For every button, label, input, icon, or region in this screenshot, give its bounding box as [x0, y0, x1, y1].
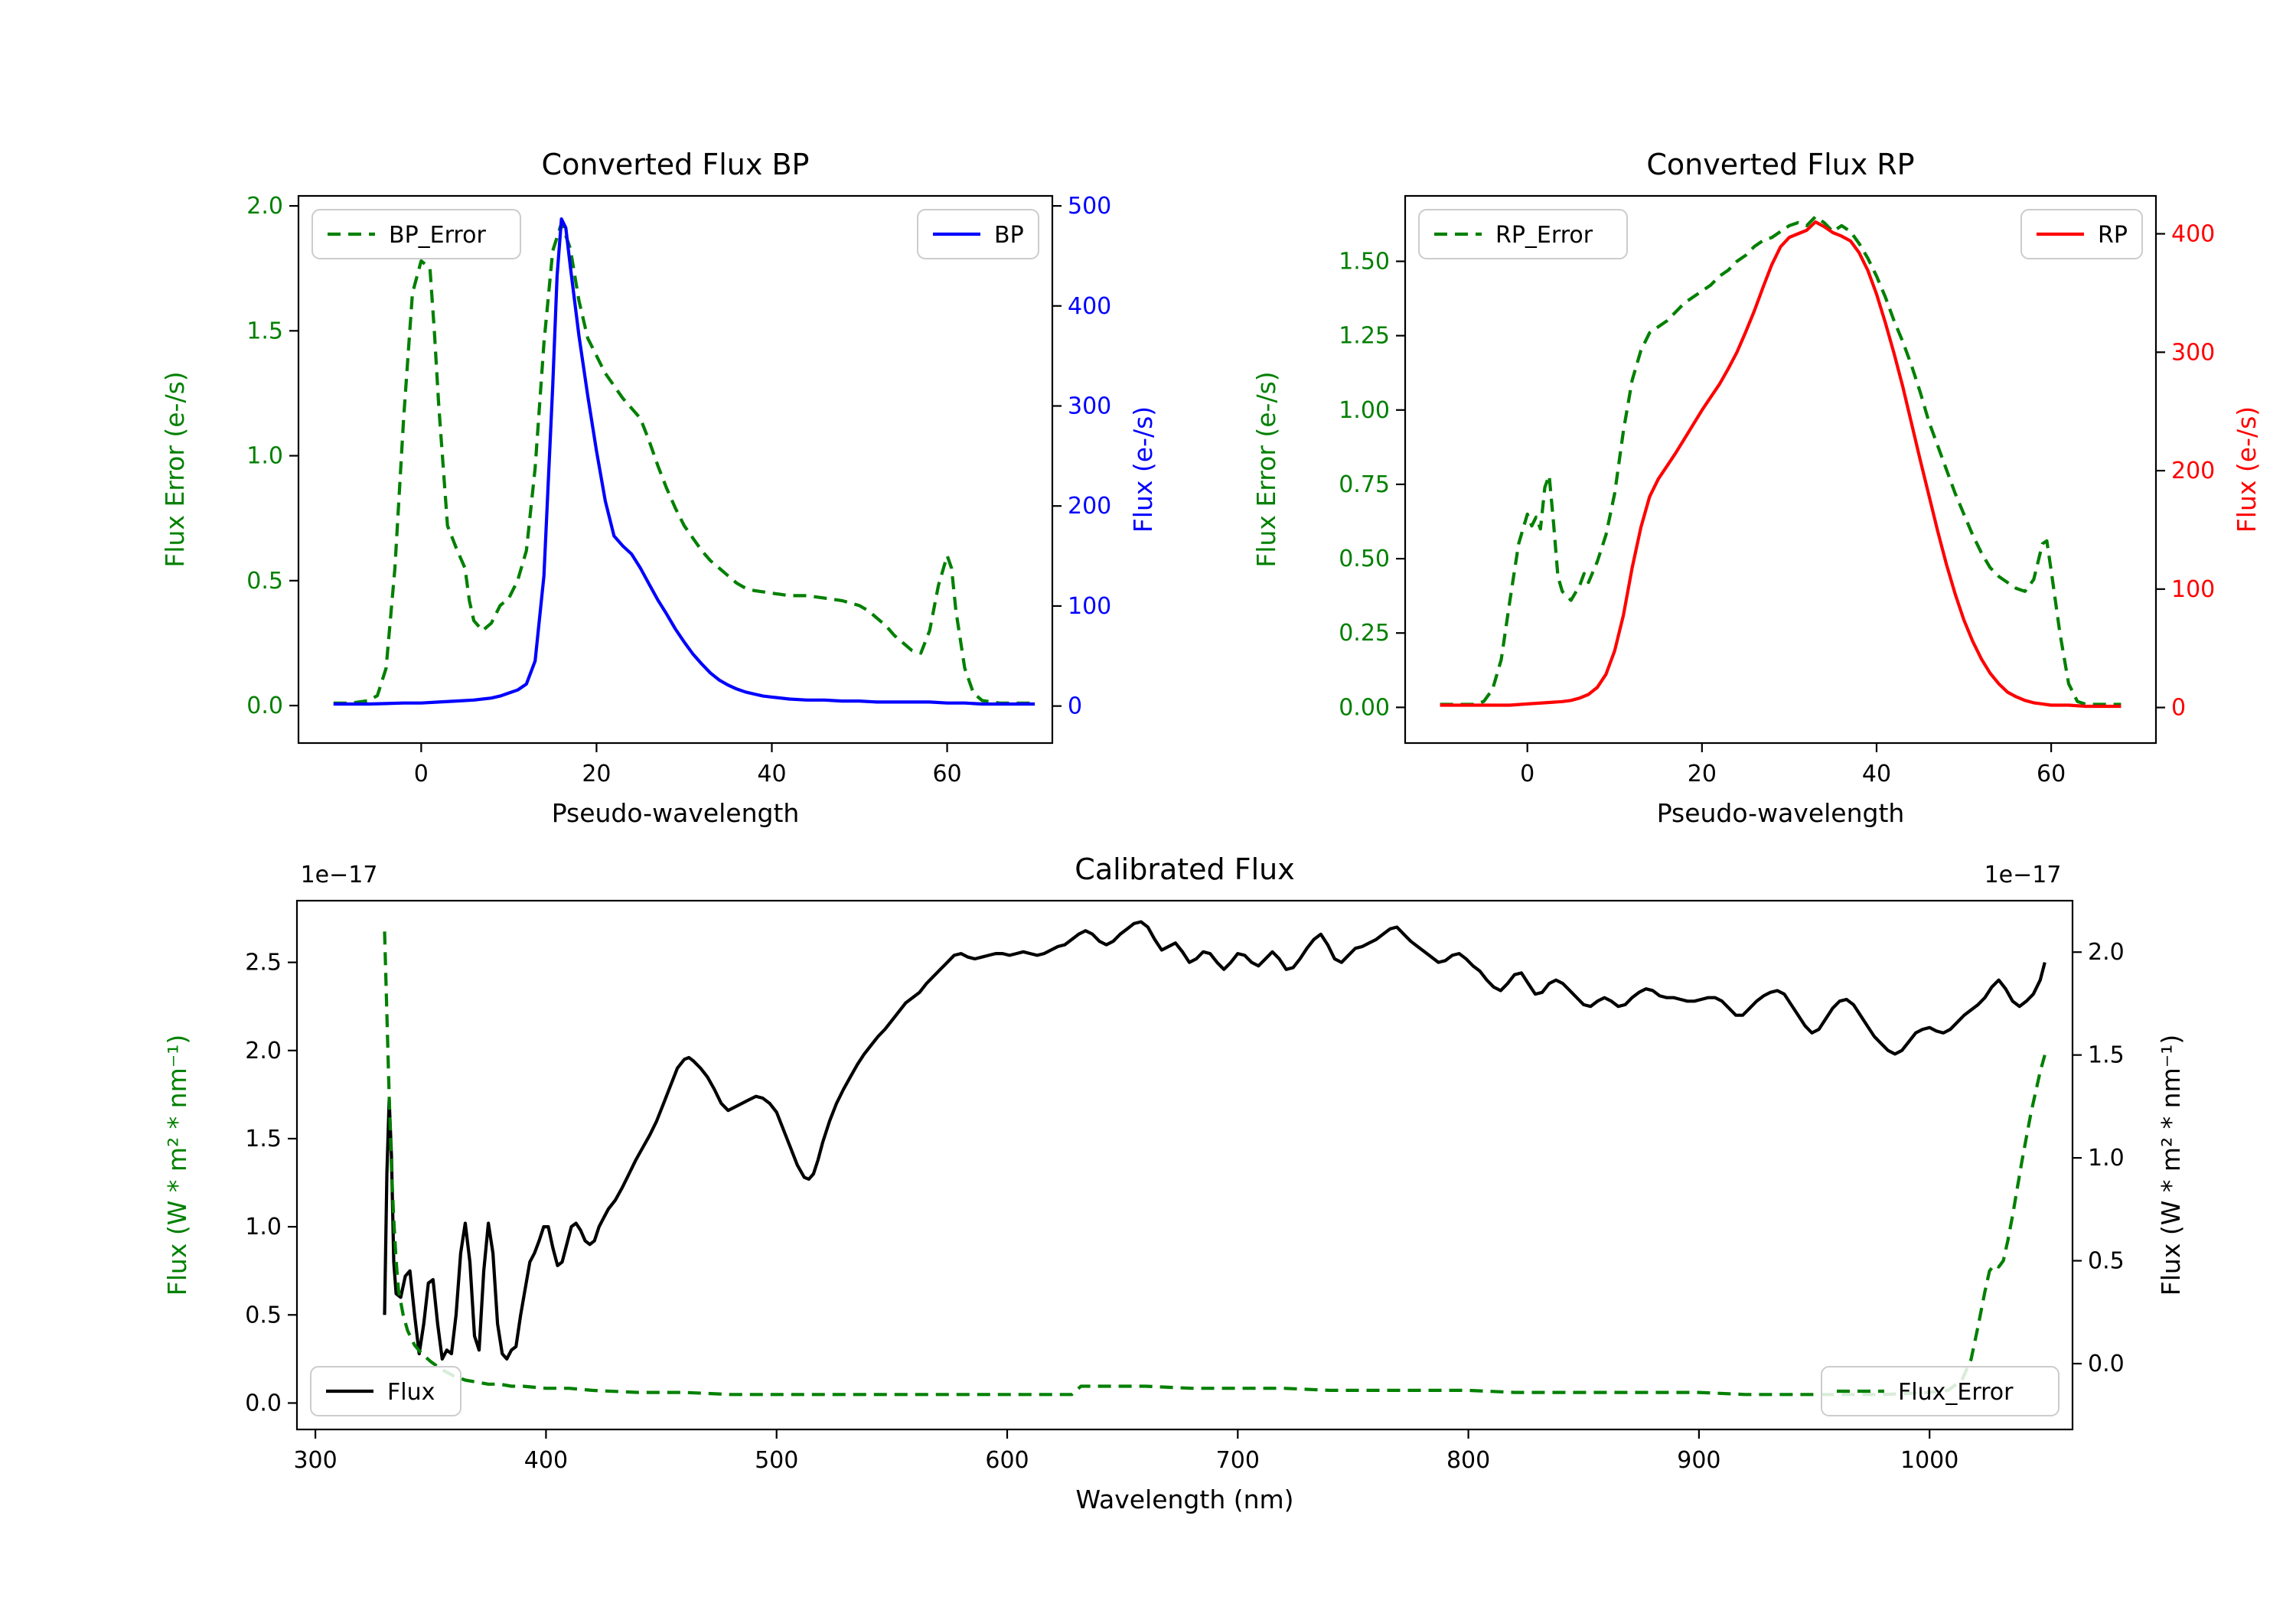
left-tick-label: 1.5 — [245, 1126, 282, 1152]
left-tick-label: 0.25 — [1339, 620, 1390, 647]
left-tick-label: 0.0 — [246, 693, 283, 719]
left-tick-label: 1.0 — [246, 443, 283, 470]
right-tick-label: 200 — [1068, 493, 1111, 520]
legend-box — [1821, 1366, 2060, 1416]
axes-frame — [295, 899, 2074, 1431]
right-axis-label: Flux (W * m² * nm⁻¹) — [2156, 1035, 2186, 1296]
x-axis-label: Pseudo-wavelength — [552, 798, 800, 828]
chart-title: Calibrated Flux — [1075, 852, 1294, 886]
right-tick-label: 400 — [2171, 221, 2215, 248]
chart-calibrated: 300 400 500 600 700 800 900 1000 0.0 0.5 1.0 1.5 2.0… — [162, 852, 2186, 1514]
x-tick-label: 300 — [293, 1447, 337, 1474]
chart-bp: 0 20 40 60 0.0 0.5 1.0 1.5 2.0 0 100 200 300 400 500 Co… — [160, 148, 1158, 828]
right-tick-label: 100 — [2171, 576, 2215, 603]
x-tick-label: 700 — [1216, 1447, 1260, 1474]
right-offset-text: 1e−17 — [1985, 862, 2062, 888]
legend-label: RP_Error — [1495, 222, 1593, 249]
left-tick-label: 0.50 — [1339, 546, 1390, 572]
x-tick-label: 900 — [1677, 1447, 1720, 1474]
right-tick-label: 1.0 — [2088, 1145, 2125, 1172]
x-tick-label: 600 — [985, 1447, 1029, 1474]
x-tick-label: 60 — [2037, 761, 2066, 787]
x-tick-label: 60 — [932, 761, 961, 787]
series-BP — [333, 217, 1035, 706]
x-tick-label: 20 — [1688, 761, 1717, 787]
axes-frame — [1404, 194, 2157, 745]
left-tick-label: 1.00 — [1339, 397, 1390, 424]
legend-label: BP — [994, 222, 1024, 249]
right-tick-label: 2.0 — [2088, 939, 2125, 966]
x-tick-label: 40 — [757, 761, 786, 787]
left-tick-label: 2.5 — [245, 950, 282, 976]
left-tick-label: 2.0 — [246, 193, 283, 220]
left-tick-label: 2.0 — [245, 1038, 282, 1064]
right-axis-label: Flux (e-/s) — [2232, 406, 2262, 533]
legend-RP_Error: RP_Error — [1418, 209, 1628, 259]
chart-rp: 0 20 40 60 0.00 0.25 0.50 0.75 1.00 1.25 1.50 0 100 2… — [1251, 148, 2262, 828]
left-axis-label: Flux Error (e-/s) — [1251, 371, 1281, 567]
right-tick-label: 100 — [1068, 593, 1111, 620]
series-RP_Error — [1440, 215, 2122, 706]
legend-label: RP — [2098, 222, 2128, 249]
x-tick-label: 500 — [755, 1447, 798, 1474]
legend-Flux: Flux — [310, 1366, 461, 1416]
x-tick-label: 40 — [1862, 761, 1891, 787]
right-tick-label: 300 — [1068, 393, 1111, 419]
right-tick-label: 0.5 — [2088, 1248, 2125, 1275]
left-tick-label: 0.5 — [246, 568, 283, 595]
legend-box — [1418, 209, 1628, 259]
left-tick-label: 0.75 — [1339, 471, 1390, 498]
left-tick-label: 0.00 — [1339, 694, 1390, 721]
legend-label: BP_Error — [389, 222, 486, 249]
legend-box — [310, 1366, 461, 1416]
legend-BP: BP — [917, 209, 1039, 259]
series-Flux — [383, 920, 2047, 1361]
legend-box — [311, 209, 521, 259]
legend-label: Flux_Error — [1898, 1379, 2014, 1406]
series-RP — [1440, 220, 2122, 709]
x-tick-label: 0 — [1520, 761, 1534, 787]
x-axis-label: Wavelength (nm) — [1075, 1485, 1293, 1514]
x-tick-label: 400 — [524, 1447, 568, 1474]
x-tick-label: 20 — [582, 761, 611, 787]
chart-title: Converted Flux BP — [542, 148, 810, 181]
left-tick-label: 0.0 — [245, 1390, 282, 1416]
right-tick-label: 300 — [2171, 339, 2215, 366]
right-tick-label: 400 — [1068, 293, 1111, 320]
left-tick-label: 1.25 — [1339, 323, 1390, 350]
left-tick-label: 0.5 — [245, 1302, 282, 1328]
right-tick-label: 0.0 — [2088, 1351, 2125, 1377]
right-tick-label: 200 — [2171, 458, 2215, 484]
left-tick-label: 1.5 — [246, 318, 283, 344]
left-axis-label: Flux (W * m² * nm⁻¹) — [162, 1035, 192, 1296]
axes-frame — [297, 194, 1054, 745]
left-offset-text: 1e−17 — [301, 862, 378, 888]
legend-label: Flux — [387, 1379, 435, 1406]
legend-BP_Error: BP_Error — [311, 209, 521, 259]
legend-Flux_Error: Flux_Error — [1821, 1366, 2060, 1416]
left-tick-label: 1.50 — [1339, 248, 1390, 275]
left-tick-label: 1.0 — [245, 1214, 282, 1240]
x-tick-label: 0 — [414, 761, 429, 787]
x-tick-label: 800 — [1446, 1447, 1490, 1474]
series-Flux_Error — [383, 931, 2047, 1397]
left-axis-label: Flux Error (e-/s) — [160, 371, 190, 567]
right-tick-label: 500 — [1068, 193, 1111, 220]
legend-RP: RP — [2020, 209, 2143, 259]
series-BP_Error — [333, 221, 1035, 705]
chart-title: Converted Flux RP — [1646, 148, 1914, 181]
x-tick-label: 1000 — [1900, 1447, 1958, 1474]
right-tick-label: 0 — [2171, 695, 2186, 722]
right-tick-label: 0 — [1068, 693, 1082, 720]
x-axis-label: Pseudo-wavelength — [1657, 798, 1905, 828]
right-axis-label: Flux (e-/s) — [1128, 406, 1158, 533]
right-tick-label: 1.5 — [2088, 1042, 2125, 1069]
